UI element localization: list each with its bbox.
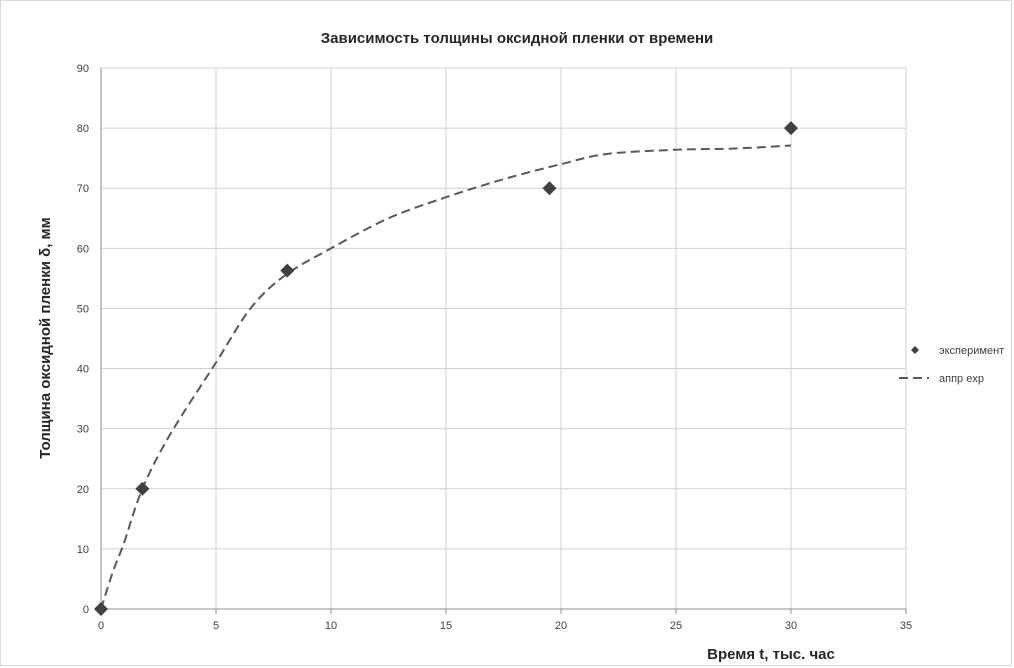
marker-layer xyxy=(94,121,798,616)
data-point-marker xyxy=(280,263,295,278)
fit-line-layer xyxy=(100,144,792,610)
x-tick-label: 5 xyxy=(213,620,219,632)
chart-title: Зависимость толщины оксидной пленки от в… xyxy=(321,30,713,47)
y-tick-label: 60 xyxy=(77,243,89,255)
y-tick-label: 10 xyxy=(77,544,89,556)
y-tick-label: 30 xyxy=(77,424,89,436)
x-tick-label: 0 xyxy=(98,620,104,632)
x-tick-label: 15 xyxy=(440,620,452,632)
x-tick-label: 30 xyxy=(785,620,797,632)
legend-marker-swatch xyxy=(911,346,919,354)
legend-label: аппр exp xyxy=(939,373,984,385)
y-axis-title: Толщина оксидной пленки δ, мм xyxy=(37,217,54,458)
x-tick-label: 25 xyxy=(670,620,682,632)
y-tick-label: 40 xyxy=(77,364,89,376)
data-point-marker xyxy=(542,181,557,196)
axes xyxy=(100,68,907,614)
grid-lines xyxy=(101,67,907,609)
data-point-marker xyxy=(784,121,798,136)
tick-labels: 0 10 20 30 40 50 60 70 80 90 0 5 10 15 20 25 30 35 xyxy=(77,63,912,632)
data-point-marker xyxy=(135,481,150,496)
x-tick-label: 20 xyxy=(555,620,567,632)
y-tick-label: 90 xyxy=(77,63,89,75)
data-point-marker xyxy=(94,602,108,616)
y-tick-label: 50 xyxy=(77,303,89,315)
legend-label: эксперимент xyxy=(939,345,1004,357)
y-tick-label: 70 xyxy=(77,183,89,195)
y-tick-label: 80 xyxy=(77,123,89,135)
fit-curve-line xyxy=(100,144,792,610)
y-tick-label: 20 xyxy=(77,484,89,496)
x-tick-label: 35 xyxy=(900,620,912,632)
x-tick-label: 10 xyxy=(325,620,337,632)
x-axis-title: Время t, тыс. час xyxy=(707,646,835,663)
y-tick-label: 0 xyxy=(83,604,89,616)
legend: эксперимент аппр exp xyxy=(899,345,1004,385)
